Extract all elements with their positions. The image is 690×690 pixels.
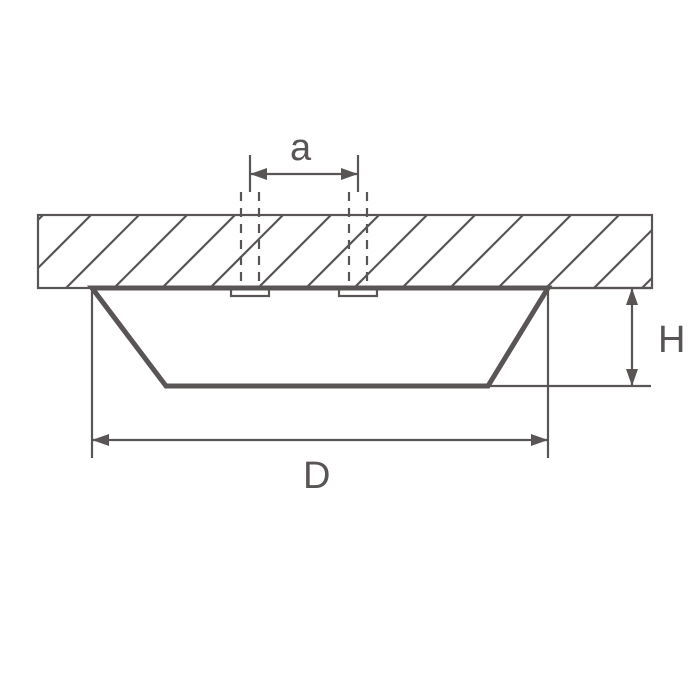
mounting-clip-left bbox=[231, 192, 269, 296]
fixture-body bbox=[92, 288, 548, 386]
dimension-a: a bbox=[250, 127, 358, 192]
label-H: H bbox=[658, 319, 685, 361]
label-a: a bbox=[290, 127, 312, 169]
ceiling-slab bbox=[0, 215, 690, 288]
dimension-D: D bbox=[92, 288, 548, 497]
technical-drawing: a D H bbox=[0, 0, 690, 690]
mounting-clip-right bbox=[339, 192, 377, 296]
hatch-lines bbox=[0, 215, 690, 288]
label-D: D bbox=[303, 455, 330, 497]
